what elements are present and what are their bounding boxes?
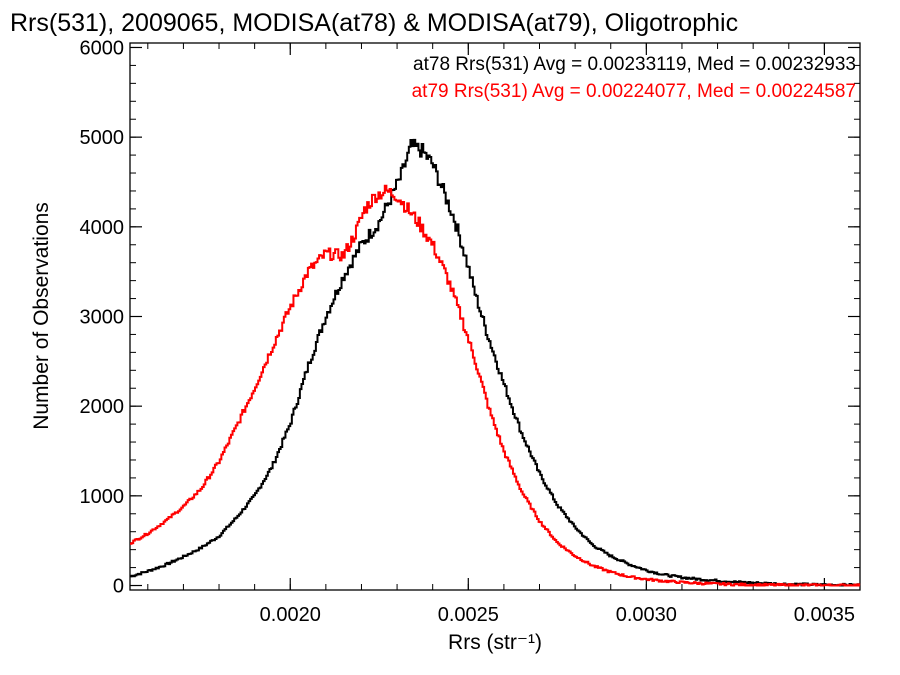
plot-frame	[129, 42, 861, 591]
x-axis-title: Rrs (str⁻¹)	[448, 631, 542, 654]
x-tick-label: 0.0035	[794, 604, 855, 626]
x-tick-label: 0.0025	[438, 604, 499, 626]
series-at79-line	[130, 184, 861, 587]
series-layer	[130, 138, 861, 587]
series-at78-line	[130, 138, 861, 587]
y-tick-label: 5000	[80, 127, 125, 149]
y-tick-label: 2000	[80, 396, 125, 418]
y-tick-label: 0	[113, 576, 124, 598]
y-axis-title: Number of Observations	[30, 202, 53, 430]
y-tick-label: 4000	[80, 217, 125, 239]
legend-entry-at79: at79 Rrs(531) Avg = 0.00224077, Med = 0.…	[412, 81, 856, 102]
y-tick-label: 3000	[80, 307, 125, 329]
x-tick-label: 0.0020	[260, 604, 321, 626]
y-tick-label: 1000	[80, 486, 125, 508]
legend-entry-at78: at78 Rrs(531) Avg = 0.00233119, Med = 0.…	[413, 54, 856, 75]
x-tick-label: 0.0030	[616, 604, 677, 626]
chart-title: Rrs(531), 2009065, MODISA(at78) & MODISA…	[10, 9, 738, 37]
x-axis: 0.0020 0.0025 0.0030 0.0035	[147, 43, 861, 626]
y-tick-label: 6000	[80, 37, 125, 59]
y-axis: 0 1000 2000 3000 4000 5000 6000	[80, 37, 860, 598]
